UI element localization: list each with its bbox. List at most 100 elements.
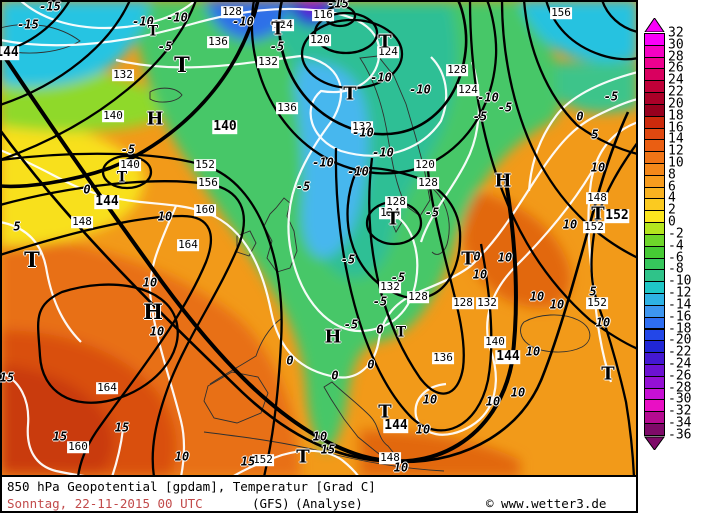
high-pressure-center: H: [143, 298, 163, 324]
temperature-label: -10: [477, 90, 499, 105]
temperature-label: -10: [312, 155, 334, 170]
temperature-label: 5: [13, 219, 21, 234]
geopotential-label: 124: [457, 83, 479, 97]
scale-tick-label: 22: [668, 84, 684, 100]
scale-tick-label: 8: [668, 167, 676, 183]
geopotential-label: 152: [583, 220, 605, 234]
geopotential-label: 132: [379, 280, 401, 294]
geopotential-label: 140: [119, 158, 141, 172]
scale-tick-label: 14: [668, 131, 684, 147]
temperature-label: 0: [331, 368, 339, 383]
temperature-label: 10: [529, 289, 545, 304]
scale-tick-label: 30: [668, 37, 684, 53]
temperature-label: 5: [589, 284, 597, 299]
geopotential-label: 120: [414, 158, 436, 172]
temperature-label: 10: [497, 250, 513, 265]
scale-tick-label: 12: [668, 143, 684, 159]
geopotential-label: 152: [252, 453, 274, 467]
temperature-color-scale: 32 30 28 26 24 22 20 18 16 14 12 10 8 6 4 2 0 -2 -4 -6 -8 -10…: [642, 0, 704, 513]
geopotential-label: 144: [94, 194, 120, 210]
geopotential-label: 128: [417, 176, 439, 190]
scale-tick-label: -30: [668, 391, 692, 407]
temperature-label: 10: [149, 324, 165, 339]
scale-tick-label: 4: [668, 190, 676, 206]
valid-datetime: Sonntag, 22-11-2015 00 UTC: [7, 496, 203, 511]
temperature-label: -10: [372, 145, 394, 160]
geopotential-label: 116: [312, 8, 334, 22]
low-pressure-center: T: [271, 18, 285, 40]
temperature-label: -10: [347, 164, 369, 179]
geopotential-label: 132: [476, 296, 498, 310]
scale-box: [644, 423, 665, 436]
geopotential-label: 128: [446, 63, 468, 77]
scale-tick-label: -16: [668, 309, 692, 325]
scale-arrow-down: [644, 436, 665, 450]
geopotential-label: 120: [309, 33, 331, 47]
weather-map: 1441281161201241241321361321401401441481…: [0, 0, 638, 477]
scale-tick-label: -36: [668, 427, 692, 443]
geopotential-label: 152: [586, 296, 608, 310]
geopotential-label: 164: [96, 381, 118, 395]
scale-tick-label: -4: [668, 238, 684, 254]
high-pressure-center: H: [324, 326, 342, 348]
scale-tick-label: -2: [668, 226, 684, 242]
temperature-label: -5: [157, 39, 173, 54]
temperature-label: -5: [497, 100, 513, 115]
scale-tick-label: 24: [668, 72, 684, 88]
temperature-label: 10: [510, 385, 526, 400]
map-title: 850 hPa Geopotential [gpdam], Temperatur…: [7, 479, 376, 494]
scale-tick-label: -26: [668, 368, 692, 384]
temperature-label: 5: [591, 127, 599, 142]
temperature-label: 10: [562, 217, 578, 232]
temperature-label: 15: [240, 454, 256, 469]
temperature-label: 10: [422, 392, 438, 407]
temperature-label: -10: [409, 82, 431, 97]
map-canvas: [0, 0, 638, 477]
geopotential-label: 144: [495, 349, 521, 365]
geopotential-label: 148: [586, 191, 608, 205]
low-pressure-center: T: [386, 208, 400, 230]
geopotential-label: 152: [194, 158, 216, 172]
temperature-label: 10: [142, 275, 158, 290]
temperature-label: 10: [549, 297, 565, 312]
temperature-label: 0: [376, 322, 384, 337]
caption-bar: 850 hPa Geopotential [gpdam], Temperatur…: [0, 475, 638, 513]
temperature-label: 0: [473, 249, 481, 264]
temperature-label: -10: [352, 125, 374, 140]
low-pressure-center: T: [461, 248, 475, 270]
low-pressure-center: T: [591, 203, 605, 225]
scale-tick-label: -28: [668, 380, 692, 396]
temperature-label: 0: [367, 357, 375, 372]
scale-tick-label: -34: [668, 415, 692, 431]
scale-tick-label: -20: [668, 332, 692, 348]
temperature-label: -5: [295, 179, 311, 194]
scale-tick-label: 28: [668, 49, 684, 65]
scale-tick-label: 6: [668, 179, 676, 195]
geopotential-label: 152: [604, 208, 630, 224]
temperature-label: 15: [320, 442, 336, 457]
temperature-label: 0: [286, 353, 294, 368]
geopotential-label: 132: [112, 68, 134, 82]
geopotential-label: 156: [197, 176, 219, 190]
temperature-label: 0: [83, 182, 91, 197]
temperature-label: 15: [52, 429, 68, 444]
geopotential-label: 144: [383, 418, 409, 434]
temperature-label: 10: [525, 344, 541, 359]
geopotential-label: 160: [67, 440, 89, 454]
low-pressure-center: T: [343, 83, 357, 105]
low-pressure-center: T: [174, 51, 190, 77]
geopotential-label: 156: [550, 6, 572, 20]
geopotential-label: 124: [272, 18, 294, 32]
temperature-label: 10: [415, 422, 431, 437]
scale-tick-label: 26: [668, 60, 684, 76]
high-pressure-center: H: [146, 108, 164, 130]
geopotential-label: 144: [0, 46, 20, 60]
geopotential-label: 140: [212, 119, 238, 135]
temperature-label: -5: [343, 317, 359, 332]
temperature-label: 10: [595, 315, 611, 330]
scale-tick-label: 2: [668, 202, 676, 218]
geopotential-label: 124: [379, 206, 401, 220]
temperature-label: 0: [576, 109, 584, 124]
temperature-label: 10: [393, 460, 409, 475]
low-pressure-center: T: [395, 324, 407, 341]
